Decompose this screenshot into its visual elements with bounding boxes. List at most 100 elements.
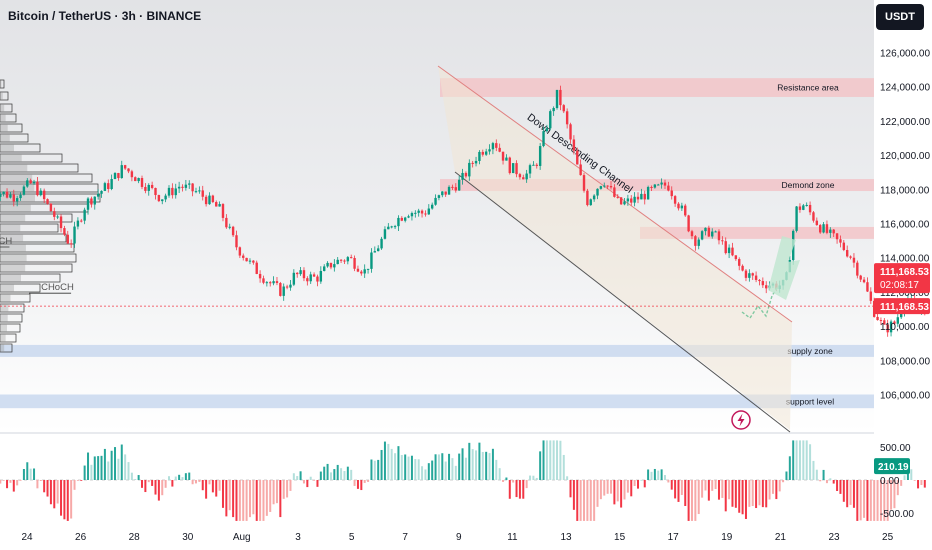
candle-body <box>83 209 86 221</box>
osc-bar <box>188 472 191 480</box>
candle-body <box>660 182 663 185</box>
osc-bar <box>812 460 815 480</box>
candle-body <box>555 89 559 108</box>
candle-body <box>100 190 103 194</box>
osc-bar <box>178 474 181 480</box>
osc-bar <box>292 473 295 480</box>
candle-body <box>326 262 329 267</box>
osc-bar <box>562 454 565 480</box>
osc-bar <box>529 475 532 480</box>
profile-bar <box>0 323 21 333</box>
candle-body <box>761 281 765 286</box>
candle-body <box>144 186 147 191</box>
osc-bar <box>775 480 778 500</box>
osc-bar <box>380 449 383 480</box>
candle-body <box>265 282 269 284</box>
profile-bar-fill <box>0 244 26 252</box>
osc-bar <box>579 480 582 521</box>
y-axis: 126,000.00 124,000.00 122,000.00 120,000.00… <box>880 49 930 402</box>
candle-body <box>171 187 174 196</box>
candle-body <box>464 172 468 177</box>
bolt-icon[interactable] <box>731 410 751 430</box>
candle-body <box>127 168 130 172</box>
osc-bar <box>782 480 785 483</box>
osc-bar <box>647 469 650 480</box>
osc-bar <box>694 480 697 521</box>
osc-bar <box>154 480 157 495</box>
price-tag-value: 111,168.53 <box>880 267 929 278</box>
osc-bar <box>728 480 731 500</box>
osc-bar <box>670 480 673 490</box>
osc-bar <box>508 480 511 499</box>
currency-button[interactable]: USDT <box>876 4 924 30</box>
candle-body <box>579 164 582 176</box>
osc-bar <box>545 440 548 480</box>
candle-body <box>285 286 289 288</box>
candle-body <box>403 217 407 221</box>
x-tick-label: 9 <box>456 532 462 543</box>
x-tick-label: 13 <box>560 532 572 543</box>
osc-current-value: 210.19 <box>878 462 909 473</box>
candle-body <box>623 201 626 205</box>
candle-body <box>630 198 633 203</box>
osc-bar <box>46 480 49 497</box>
candle-body <box>346 257 350 262</box>
osc-bar <box>771 480 774 494</box>
osc-bar <box>427 463 430 480</box>
profile-bar-fill <box>0 274 21 282</box>
candle-body <box>434 197 437 205</box>
candle-body <box>390 226 393 228</box>
candle-body <box>0 193 2 197</box>
candle-body <box>731 247 734 256</box>
osc-bar <box>114 447 117 480</box>
candle-body <box>697 239 700 246</box>
candle-body <box>690 231 694 237</box>
candle-body <box>299 270 302 275</box>
price-label: 111,168.53 02:08:17 111,168.53 <box>874 263 930 315</box>
volume-profile <box>0 79 101 353</box>
candle-body <box>616 196 619 198</box>
candle-body <box>758 279 761 282</box>
profile-bar <box>0 153 63 163</box>
osc-bar <box>859 480 862 521</box>
profile-bar-fill <box>0 80 2 88</box>
osc-bar <box>630 480 633 497</box>
candle-body <box>417 210 420 213</box>
candle-body <box>194 191 198 193</box>
osc-bar <box>468 442 471 480</box>
candle-body <box>700 231 704 240</box>
osc-bar <box>181 477 184 480</box>
osc-bar <box>286 480 289 498</box>
osc-bar <box>593 480 596 521</box>
osc-bar <box>809 444 812 480</box>
profile-bar-fill <box>0 264 26 272</box>
candle-body <box>673 196 677 204</box>
osc-bar <box>265 480 268 516</box>
candle-body <box>32 181 36 184</box>
candle-body <box>522 177 525 180</box>
osc-bar <box>697 480 700 515</box>
profile-bar <box>0 133 29 143</box>
osc-bar <box>16 480 19 486</box>
candle-body <box>879 320 883 322</box>
candle-body <box>562 105 565 112</box>
osc-bar <box>539 451 542 480</box>
candle-body <box>302 270 306 279</box>
candle-body <box>221 204 225 218</box>
osc-bar <box>161 480 164 496</box>
osc-bar <box>205 480 208 499</box>
osc-bar <box>768 480 771 500</box>
candle-body <box>73 226 76 244</box>
candle-body <box>532 164 535 166</box>
candle-body <box>444 191 447 195</box>
candle-body <box>613 187 616 197</box>
osc-bar <box>262 480 265 521</box>
candle-body <box>350 257 353 259</box>
osc-bar <box>137 475 140 480</box>
candle-body <box>336 259 339 265</box>
candle-body <box>218 204 221 207</box>
osc-bar <box>0 480 2 484</box>
osc-bar <box>93 456 96 480</box>
candle-body <box>329 262 333 268</box>
